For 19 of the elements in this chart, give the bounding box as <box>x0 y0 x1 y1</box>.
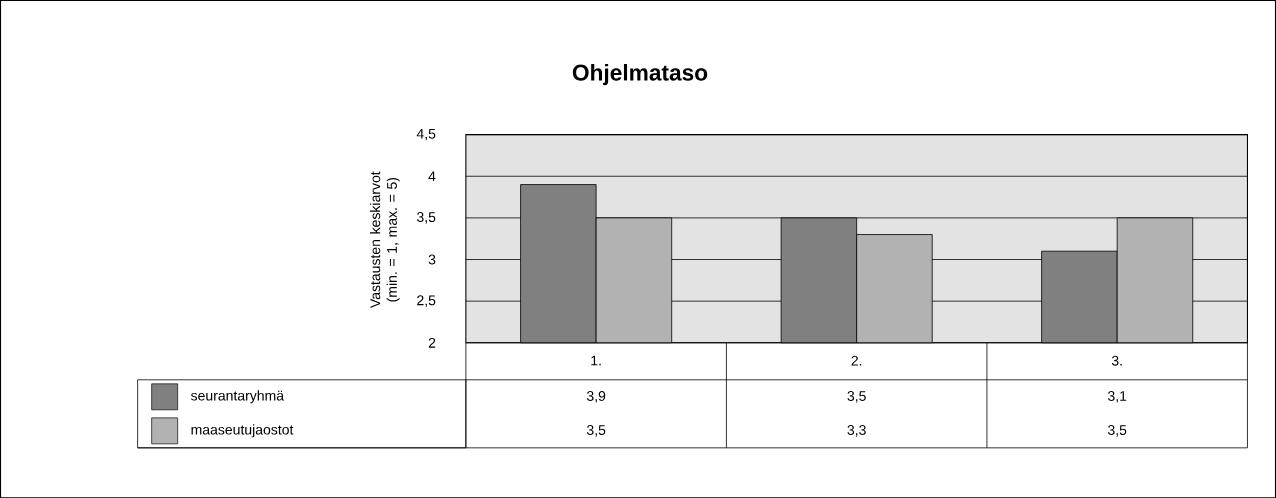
data-label: 3,9 <box>586 390 606 403</box>
y-tick-label: 4 <box>428 171 436 181</box>
legend-label: seurantaryhmä <box>191 390 285 404</box>
y-tick-label: 3,5 <box>416 211 436 224</box>
x-tick-label: 1. <box>591 355 601 366</box>
data-label: 3,5 <box>586 424 606 437</box>
y-tick-label: 4,5 <box>416 128 436 141</box>
chart-title: Ohjelmataso <box>572 63 708 85</box>
data-label: 3,5 <box>847 390 866 403</box>
data-label: 3,5 <box>1107 424 1127 437</box>
y-tick-label: 2,5 <box>417 295 436 307</box>
y-axis-title: Vastausten keskiarvot (min. = 1, max. = 5) <box>369 171 400 308</box>
x-tick-label: 2. <box>851 355 862 366</box>
legend-label: maaseutujaostot <box>191 424 294 438</box>
y-tick-label: 2 <box>428 337 436 348</box>
x-tick-label: 3. <box>1111 355 1122 366</box>
y-tick-label: 3 <box>428 254 436 265</box>
data-label: 3,1 <box>1107 390 1127 403</box>
data-label: 3,3 <box>847 424 866 437</box>
